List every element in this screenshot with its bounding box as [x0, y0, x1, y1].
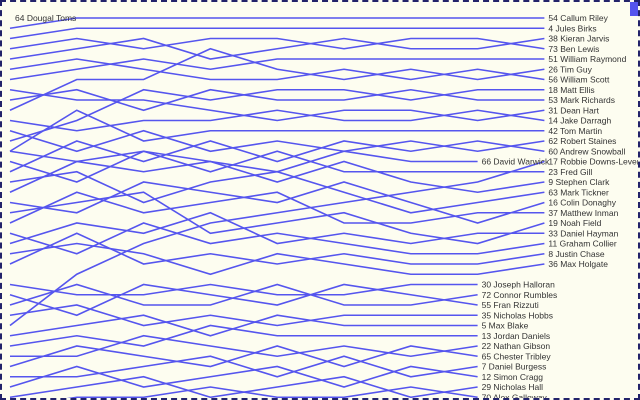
series-line	[9, 47, 545, 111]
series-line	[9, 283, 478, 317]
series-line	[9, 242, 545, 276]
series-line	[9, 88, 545, 142]
series-label: 7 Daniel Burgess	[482, 362, 547, 372]
series-label: 51 William Raymond	[548, 54, 626, 64]
series-label: 16 Colin Donaghy	[548, 198, 616, 208]
series-line	[9, 283, 478, 296]
series-label: 42 Tom Martin	[548, 126, 602, 136]
series-line	[10, 355, 478, 378]
series-label: 70 Alex Galloway	[482, 392, 548, 398]
series-label: 65 Chester Tribley	[482, 351, 552, 361]
series-label: 5 Max Blake	[482, 321, 529, 331]
series-label: 73 Ben Lewis	[548, 44, 599, 54]
series-label: 53 Mark Richards	[548, 95, 615, 105]
series-line	[9, 150, 478, 173]
series-label: 60 Andrew Snowball	[548, 146, 625, 156]
series-label: 17 Robbie Downs-Leven	[548, 157, 638, 167]
series-line	[9, 191, 545, 245]
series-line	[9, 37, 545, 60]
series-label: 31 Dean Hart	[548, 105, 599, 115]
series-label: 12 Simon Cragg	[482, 372, 544, 382]
series-line	[9, 160, 545, 327]
series-label: 38 Kieran Jarvis	[548, 34, 609, 44]
series-line	[9, 88, 545, 112]
series-line	[66, 386, 478, 398]
series-label: 30 Joseph Halloran	[482, 280, 556, 290]
series-line	[9, 181, 545, 224]
series-label: 35 Nicholas Hobbs	[482, 310, 553, 320]
series-label: 19 Noah Field	[548, 218, 601, 228]
series-line	[9, 345, 478, 368]
series-line	[9, 58, 545, 81]
series-line	[9, 283, 478, 306]
series-line	[9, 314, 478, 337]
series-line	[9, 140, 545, 173]
series-line	[9, 37, 545, 50]
series-label: 54 Callum Riley	[548, 13, 608, 23]
series-line	[9, 88, 545, 122]
series-label: 11 Graham Collier	[548, 239, 617, 249]
series-label: 56 William Scott	[548, 75, 610, 85]
series-line	[10, 334, 478, 358]
series-line	[9, 222, 545, 255]
series-line	[9, 27, 545, 40]
corner-marker	[630, 2, 638, 16]
series-label: 37 Matthew Inman	[548, 208, 618, 218]
series-label: 55 Fran Rizzuti	[482, 300, 539, 310]
series-line	[9, 150, 545, 183]
series-line	[9, 109, 545, 132]
series-label: 9 Stephen Clark	[548, 177, 610, 187]
series-line	[9, 232, 545, 265]
series-line	[9, 58, 545, 81]
series-label: 64 Dougal Toms	[15, 13, 76, 23]
series-label: 63 Mark Tickner	[548, 187, 609, 197]
series-line	[9, 17, 545, 30]
series-label: 8 Justin Chase	[548, 249, 604, 259]
series-label: 13 Jordan Daniels	[482, 331, 551, 341]
series-line	[9, 211, 545, 245]
series-label: 26 Tim Guy	[548, 64, 592, 74]
series-line	[9, 365, 478, 388]
series-label: 18 Matt Ellis	[548, 85, 594, 95]
series-label: 23 Fred Gill	[548, 167, 592, 177]
series-label: 66 David Warwick	[482, 157, 550, 167]
series-label: 14 Jake Darragh	[548, 116, 611, 126]
series-line	[9, 129, 545, 153]
series-label: 4 Jules Birks	[548, 23, 596, 33]
series-line	[9, 324, 478, 347]
series-line	[9, 109, 545, 152]
series-label: 36 Max Holgate	[548, 259, 608, 269]
series-label: 29 Nicholas Hall	[482, 382, 544, 392]
series-label: 72 Connor Rumbles	[482, 290, 558, 300]
series-label: 62 Robert Staines	[548, 136, 616, 146]
series-line	[9, 160, 545, 194]
series-label: 33 Daniel Hayman	[548, 228, 618, 238]
series-label: 22 Nathan Gibson	[482, 341, 551, 351]
series-line	[9, 304, 478, 327]
